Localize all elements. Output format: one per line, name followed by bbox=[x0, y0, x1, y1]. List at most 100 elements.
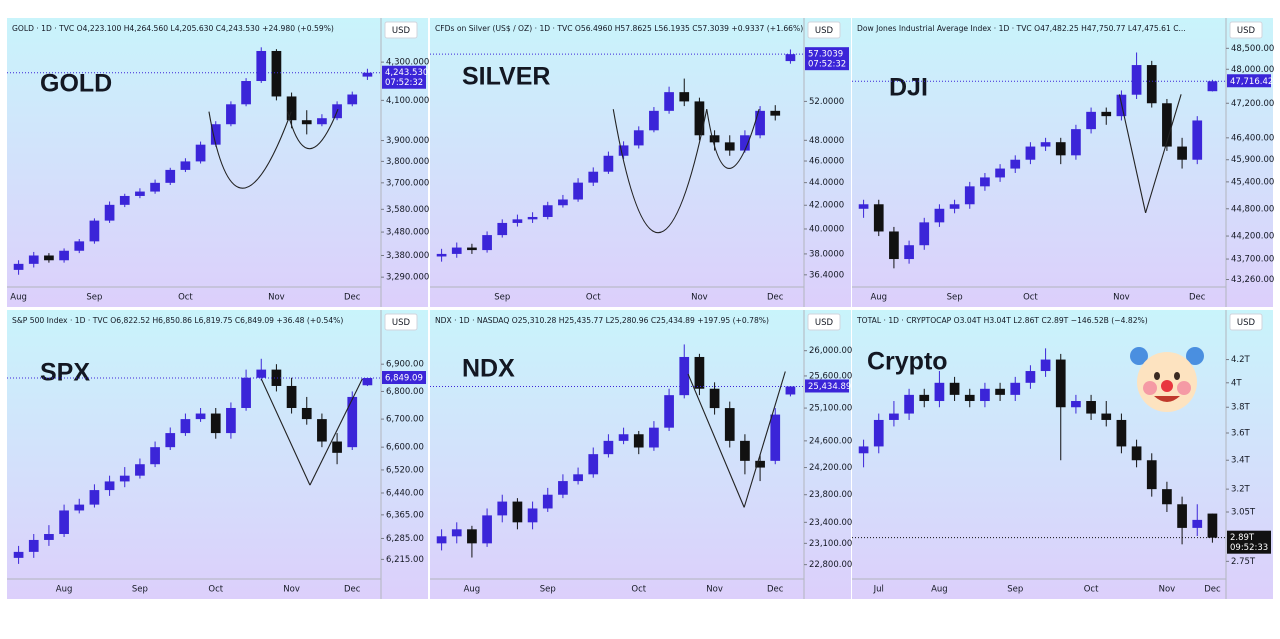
candle-body bbox=[1207, 81, 1218, 92]
candle-body bbox=[241, 81, 251, 105]
candle-body bbox=[755, 110, 765, 136]
candle-body bbox=[740, 135, 750, 151]
candle-body bbox=[1131, 65, 1142, 95]
candle-body bbox=[664, 395, 674, 428]
y-tick-label: 3,900.000 bbox=[386, 136, 429, 146]
y-tick-label: 44,200.00 bbox=[1231, 232, 1274, 242]
candle-body bbox=[1025, 146, 1036, 160]
x-tick-label: Dec bbox=[344, 585, 361, 595]
candle-body bbox=[1101, 413, 1112, 420]
candle-body bbox=[664, 92, 674, 111]
y-tick-label: 45,900.00 bbox=[1231, 155, 1274, 165]
currency-box bbox=[384, 21, 418, 39]
candle-body bbox=[995, 388, 1005, 395]
x-tick-label: Sep bbox=[132, 585, 148, 595]
candle-body bbox=[180, 161, 191, 170]
y-tick-label: 24,200.00 bbox=[809, 463, 852, 473]
currency-box bbox=[384, 313, 418, 331]
chart-header: S&P 500 Index · 1D · TVC O6,822.52 H6,85… bbox=[12, 316, 343, 325]
x-tick-label: Nov bbox=[691, 293, 708, 303]
x-tick-label: Nov bbox=[268, 293, 285, 303]
y-tick-label: 43,260.00 bbox=[1231, 275, 1274, 285]
x-tick-label: Nov bbox=[283, 585, 300, 595]
candle-body bbox=[74, 504, 85, 511]
y-tick-label: 6,600.00 bbox=[386, 443, 424, 453]
candle-body bbox=[256, 50, 267, 82]
y-tick-label: 6,800.00 bbox=[386, 387, 424, 397]
panel-background bbox=[7, 18, 428, 307]
candle-body bbox=[195, 413, 206, 420]
pattern-drawing bbox=[208, 111, 292, 189]
panel-background bbox=[430, 18, 851, 307]
chart-header: CFDs on Silver (US$ / OZ) · 1D · TVC O56… bbox=[435, 24, 803, 33]
pattern-drawing bbox=[309, 378, 363, 486]
candle-body bbox=[527, 508, 538, 523]
y-tick-label: 3.6T bbox=[1231, 429, 1251, 439]
candle-body bbox=[934, 382, 945, 402]
last-price-tag bbox=[1227, 74, 1271, 88]
candle-body bbox=[59, 250, 69, 261]
x-tick-label: Sep bbox=[86, 293, 102, 303]
currency-label: USD bbox=[392, 318, 411, 328]
last-price-label: 25,434.89 bbox=[808, 382, 851, 392]
x-tick-label: Dec bbox=[767, 585, 784, 595]
candle-body bbox=[889, 413, 899, 420]
candle-body bbox=[649, 427, 659, 448]
candle-body bbox=[451, 529, 462, 537]
x-tick-label: Aug bbox=[464, 585, 481, 595]
y-tick-label: 48,000.00 bbox=[1231, 65, 1274, 75]
candle-body bbox=[1071, 401, 1081, 408]
chart-header: GOLD · 1D · TVC O4,223.100 H4,264.560 L4… bbox=[12, 24, 334, 33]
candle-body bbox=[317, 419, 327, 442]
candle-body bbox=[301, 120, 312, 125]
candle-body bbox=[119, 475, 130, 482]
candle-body bbox=[1101, 111, 1112, 117]
y-tick-label: 48.0000 bbox=[809, 136, 844, 146]
candle-body bbox=[512, 219, 523, 223]
candle-body bbox=[512, 501, 523, 523]
y-tick-label: 43,700.00 bbox=[1231, 255, 1274, 265]
y-tick-label: 6,700.00 bbox=[386, 415, 424, 425]
candle-body bbox=[28, 539, 39, 552]
candle-body bbox=[949, 382, 960, 395]
candle-body bbox=[980, 177, 990, 187]
pattern-drawing bbox=[687, 373, 745, 508]
last-price-label: 2.89T bbox=[1230, 533, 1255, 543]
y-tick-label: 45,400.00 bbox=[1231, 177, 1274, 187]
candle-body bbox=[633, 434, 644, 448]
candle-body bbox=[919, 222, 930, 246]
y-tick-label: 36.4000 bbox=[809, 270, 844, 280]
y-tick-label: 6,365.00 bbox=[386, 510, 424, 520]
candle-body bbox=[210, 413, 221, 434]
candle-body bbox=[1086, 111, 1096, 130]
candle-body bbox=[770, 414, 781, 461]
candle-body bbox=[558, 481, 568, 495]
candle-body bbox=[785, 386, 796, 395]
last-price-label: 6,849.09 bbox=[385, 374, 423, 384]
y-tick-label: 25,600.00 bbox=[809, 371, 852, 381]
candle-body bbox=[904, 245, 914, 260]
x-tick-label: Nov bbox=[706, 585, 723, 595]
y-tick-label: 47,200.00 bbox=[1231, 99, 1274, 109]
countdown-label: 09:52:33 bbox=[1230, 543, 1268, 553]
x-tick-label: Aug bbox=[10, 293, 27, 303]
candle-body bbox=[1025, 371, 1036, 383]
y-tick-label: 6,440.00 bbox=[386, 488, 424, 498]
candle-body bbox=[332, 441, 342, 453]
y-tick-label: 46.0000 bbox=[809, 157, 844, 167]
candle-body bbox=[301, 407, 312, 420]
y-tick-label: 38.0000 bbox=[809, 249, 844, 259]
candle-body bbox=[873, 419, 884, 447]
currency-label: USD bbox=[1237, 318, 1256, 328]
candle-body bbox=[618, 145, 629, 156]
x-tick-label: Dec bbox=[1189, 293, 1206, 303]
candle-body bbox=[362, 378, 373, 386]
candle-body bbox=[13, 551, 24, 558]
chart-title: DJI bbox=[889, 74, 928, 102]
candle-body bbox=[889, 231, 899, 260]
pattern-drawing bbox=[260, 378, 311, 486]
y-tick-label: 6,215.00 bbox=[386, 555, 424, 565]
y-tick-label: 3.8T bbox=[1231, 403, 1251, 413]
